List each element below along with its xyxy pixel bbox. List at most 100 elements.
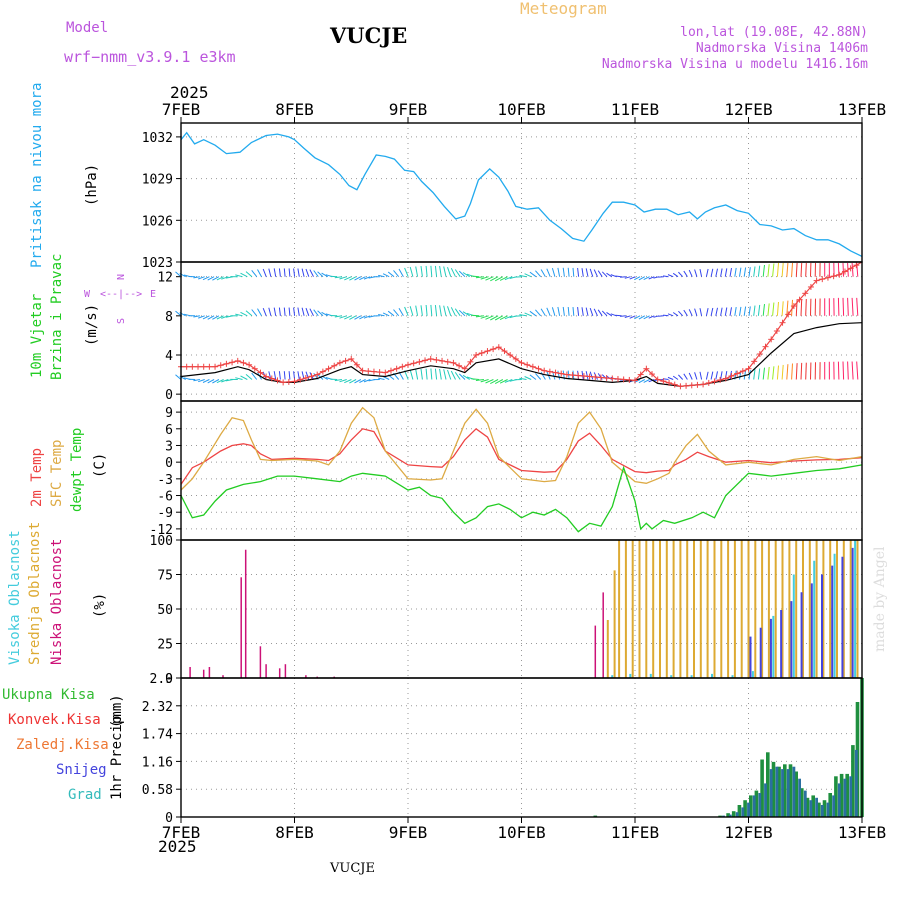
wind-arrow <box>672 272 679 278</box>
x-tick-label-bottom: 13FEB <box>838 823 886 842</box>
wind-arrow <box>705 307 709 316</box>
wind-arrow <box>339 379 347 383</box>
cloud-tick-label: 100 <box>150 534 173 549</box>
wind-legend-e: E <box>150 289 157 300</box>
x-tick-label-bottom: 11FEB <box>611 823 659 842</box>
wind-arrow <box>297 307 300 316</box>
precip-snow-bar <box>843 778 847 817</box>
wind-panel: 12 8 4 0 <box>157 261 863 403</box>
wind-arrow <box>430 265 433 277</box>
wind-arrow <box>546 307 551 316</box>
wind-arrow <box>359 276 366 281</box>
wind-arrow <box>462 374 470 380</box>
precip-snow-bar <box>837 783 841 817</box>
wind-arrow <box>288 307 291 316</box>
wind-arrow <box>535 270 542 278</box>
wind-arrow <box>567 306 570 316</box>
wind-arrow <box>694 308 698 316</box>
wind-arrow <box>221 379 229 383</box>
wind-arrow <box>504 276 513 281</box>
wind-arrow <box>795 363 798 380</box>
wind-arrow <box>638 276 646 281</box>
x-tick-label-bottom: 10FEB <box>497 823 545 842</box>
wind-arrow <box>207 276 215 281</box>
wind-arrow <box>776 262 779 277</box>
wind-arrow <box>720 371 723 380</box>
pressure-tick-label: 1029 <box>142 173 173 188</box>
wind-arrow <box>349 315 357 320</box>
wind-arrow <box>193 315 200 318</box>
wind-arrow <box>434 305 438 316</box>
wind-arrow <box>490 276 499 282</box>
wind-arrow <box>301 268 305 277</box>
wind-arrow <box>557 267 561 277</box>
wind-arrow <box>288 268 291 277</box>
precip-snow-bar <box>747 802 750 817</box>
wind-arrow <box>494 379 504 385</box>
wind-arrow <box>344 315 352 320</box>
pressure-tick-label: 1023 <box>142 256 173 271</box>
precip-snow-bar <box>792 766 796 817</box>
wind-arrow <box>430 304 433 316</box>
precip-total-bar <box>822 800 827 817</box>
x-tick-label-bottom: 7FEB <box>162 823 201 842</box>
wind-arrow <box>439 305 442 316</box>
wind-arrow <box>678 271 684 278</box>
wind-arrow <box>585 268 589 277</box>
precip-tick-label: 0 <box>165 811 173 826</box>
wind-arrow <box>198 379 205 383</box>
wind-arrow <box>601 310 608 317</box>
wind-arrow <box>683 373 688 380</box>
precip-conv-label: Konvek.Kisa <box>8 712 101 728</box>
wind-arrow <box>842 262 845 277</box>
wind-arrow <box>420 368 423 380</box>
wind-arrow <box>420 305 423 316</box>
wind-arrow <box>454 372 461 380</box>
wind-arrow <box>409 266 414 277</box>
pressure-tick-label: 1032 <box>142 131 173 146</box>
precip-total-bar <box>743 800 747 817</box>
wind-arrow <box>344 276 352 281</box>
wind-arrow <box>393 309 400 317</box>
wind-arrow <box>715 371 718 380</box>
wind-arrow <box>359 379 366 383</box>
wind-arrow <box>624 276 631 279</box>
wind-arrow <box>847 361 849 380</box>
wind-arrow <box>572 307 575 316</box>
wind-arrow <box>398 268 404 277</box>
wind-arrow <box>480 379 489 383</box>
precip-total-bar <box>839 773 844 817</box>
wind-arrow <box>638 315 646 320</box>
precip-total-bar <box>828 793 832 817</box>
wind-arrow <box>447 369 452 380</box>
wind-arrow <box>597 373 603 380</box>
wind-arrow <box>273 307 277 316</box>
pressure-tick-label: 1026 <box>142 214 173 229</box>
x-tick-label-top: 10FEB <box>497 100 545 119</box>
wind-arrow <box>535 373 542 380</box>
wind-arrow <box>439 266 442 277</box>
precip-total-bar <box>805 797 810 817</box>
precip-snow-bar <box>758 793 762 817</box>
wind-arrow <box>551 307 556 316</box>
wind-arrow <box>378 314 385 317</box>
wind-arrow <box>577 267 580 277</box>
precip-total-bar <box>794 771 798 817</box>
wind-arrow <box>221 315 229 319</box>
wind-arrow <box>443 305 447 316</box>
wind-arrow <box>753 305 756 316</box>
wind-arrow <box>240 311 248 317</box>
wind-arrow <box>309 308 314 317</box>
wind-arrow <box>757 304 761 316</box>
precip-graupel-label: Grad <box>68 787 102 803</box>
wind-arrow <box>458 309 466 317</box>
x-tick-label-top: 9FEB <box>389 100 428 119</box>
wind-arrow <box>667 376 674 380</box>
wind-arrow <box>480 276 489 280</box>
wind-arrow <box>334 276 342 279</box>
pressure-panel: 1032 1029 1026 1023 <box>142 123 863 271</box>
station-title: VUCJE <box>330 23 408 48</box>
precip-snow-bar <box>781 769 784 817</box>
wind-arrow <box>615 275 622 278</box>
